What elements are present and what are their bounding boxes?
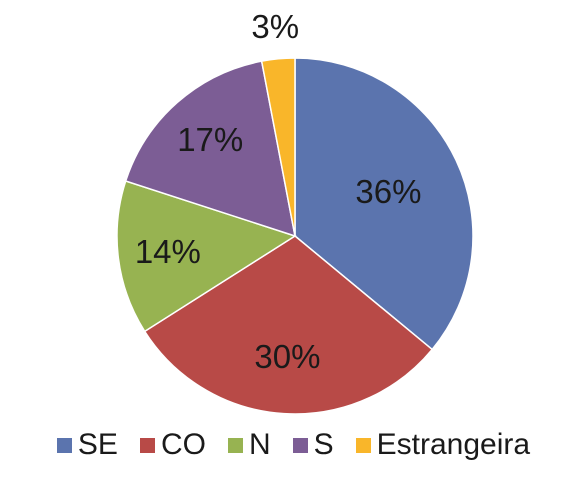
legend-label-se: SE [77, 428, 118, 461]
legend-label-estrangeira: Estrangeira [376, 428, 531, 461]
legend-label-n: N [248, 428, 271, 461]
pie-slice-s [124, 60, 296, 238]
legend-item-se: SE [56, 428, 118, 461]
chart-legend: SE CO N S Estrangeira [0, 420, 587, 470]
slice-label-co: 30% [254, 338, 320, 375]
legend-label-s: S [313, 428, 334, 461]
legend-item-estrangeira: Estrangeira [355, 428, 531, 461]
legend-swatch-co [139, 437, 155, 453]
slice-label-se: 36% [355, 173, 421, 210]
pie-slice-se [294, 57, 474, 351]
legend-swatch-estrangeira [355, 437, 371, 453]
legend-swatch-se [56, 437, 72, 453]
pie-slice-estrangeira [260, 57, 296, 237]
slice-label-n: 14% [135, 233, 201, 270]
legend-swatch-s [292, 437, 308, 453]
pie-slice-co [143, 235, 434, 415]
legend-item-co: CO [139, 428, 206, 461]
pie-slice-n [116, 180, 297, 333]
slice-label-s: 17% [177, 121, 243, 158]
pie-chart-svg: 36% 30% 14% 17% 3% [116, 8, 474, 415]
slice-label-estrangeira: 3% [251, 8, 299, 45]
legend-swatch-n [227, 437, 243, 453]
legend-label-co: CO [160, 428, 206, 461]
legend-item-s: S [292, 428, 334, 461]
legend-item-n: N [227, 428, 271, 461]
